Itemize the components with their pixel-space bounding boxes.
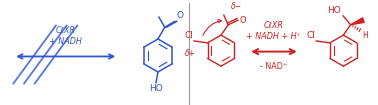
- Text: - NAD⁺: - NAD⁺: [260, 62, 287, 71]
- Text: H: H: [362, 31, 367, 40]
- Text: HO: HO: [149, 84, 163, 93]
- Text: δ+: δ+: [184, 49, 195, 58]
- Text: CℓXR
+ NADH: CℓXR + NADH: [49, 26, 82, 46]
- Text: O: O: [240, 16, 246, 25]
- Text: δ−: δ−: [231, 2, 242, 10]
- Text: Cl: Cl: [184, 31, 193, 40]
- Text: HO: HO: [327, 6, 341, 15]
- Text: Cl: Cl: [307, 31, 315, 40]
- Polygon shape: [350, 18, 364, 25]
- Text: O: O: [177, 11, 184, 20]
- Text: CℓXR
+ NADH + H⁺: CℓXR + NADH + H⁺: [246, 21, 301, 41]
